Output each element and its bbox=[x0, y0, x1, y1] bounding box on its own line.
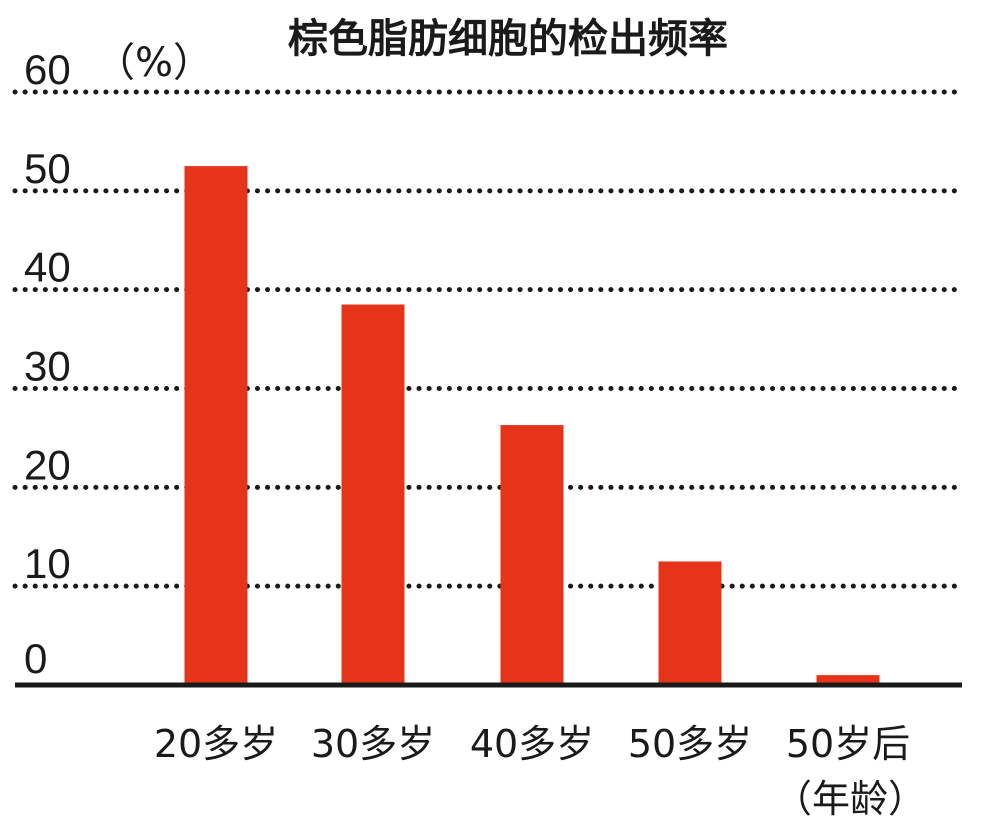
x-tick-label: 50多岁 bbox=[628, 722, 752, 766]
y-tick-label: 50 bbox=[24, 145, 71, 192]
bar bbox=[816, 675, 880, 685]
chart-title: 棕色脂肪细胞的检出频率 bbox=[288, 16, 728, 62]
y-tick-label: 0 bbox=[24, 635, 47, 682]
y-tick-label: 10 bbox=[24, 540, 71, 587]
x-tick-label: 30多岁 bbox=[311, 722, 435, 766]
y-axis-unit: （%） bbox=[95, 40, 213, 86]
bar bbox=[500, 425, 564, 685]
bar bbox=[341, 304, 405, 685]
bar bbox=[184, 166, 248, 685]
y-tick-label: 20 bbox=[24, 441, 71, 488]
y-tick-label: 30 bbox=[24, 343, 71, 390]
bar bbox=[658, 561, 722, 685]
y-axis-ticks: 0 10 20 30 40 50 60 bbox=[24, 46, 71, 682]
y-tick-label: 40 bbox=[24, 244, 71, 291]
bars bbox=[184, 166, 880, 685]
x-tick-label: 20多岁 bbox=[154, 722, 278, 766]
y-tick-label: 60 bbox=[24, 46, 71, 93]
x-tick-label: 50岁后 bbox=[786, 722, 910, 766]
x-axis-label: （年龄） bbox=[774, 777, 926, 821]
x-tick-label: 40多岁 bbox=[470, 722, 594, 766]
gridlines bbox=[12, 89, 965, 589]
x-axis-ticks: 20多岁 30多岁 40多岁 50多岁 50岁后 bbox=[154, 722, 910, 766]
